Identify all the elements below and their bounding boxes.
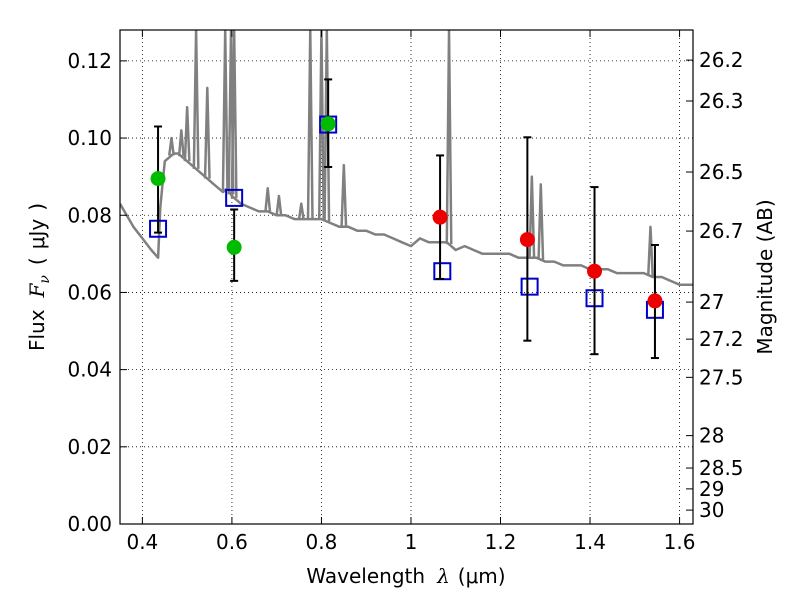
emission-line xyxy=(297,202,305,220)
y2-tick-label: 28.5 xyxy=(699,456,744,480)
y2-tick-label: 27 xyxy=(699,290,724,314)
x-axis-title: Wavelength λ (μm) xyxy=(306,564,505,588)
axes: 0.4 0.6 0.8 1 1.2 1.4 1.6 0.00 0.02 0.04 0.06 0.08 0… xyxy=(67,30,744,554)
y-tick-label: 0.10 xyxy=(67,126,112,150)
y-tick-label: 0.02 xyxy=(67,435,112,459)
observed-flux-point xyxy=(150,171,166,187)
observed-flux-point xyxy=(519,232,535,248)
x-tick-label: 0.6 xyxy=(216,530,248,554)
y2-tick-label: 26.7 xyxy=(699,219,744,243)
y-tick-label: 0.04 xyxy=(67,358,112,382)
emission-line xyxy=(177,129,185,157)
emission-line xyxy=(317,30,325,220)
model-flux-square xyxy=(433,262,452,281)
emission-line xyxy=(230,30,238,198)
y-tick-label: 0.06 xyxy=(67,280,112,304)
emission-line xyxy=(528,175,536,258)
emission-line xyxy=(192,30,200,169)
x-tick-label: 1.6 xyxy=(664,530,696,554)
observed-flux-point xyxy=(647,293,663,309)
emission-line xyxy=(340,163,348,227)
y2-tick-label: 26.3 xyxy=(699,89,744,113)
plot-frame xyxy=(119,29,694,525)
emission-line xyxy=(306,30,314,220)
emission-line xyxy=(168,136,175,156)
y-tick-label: 0.12 xyxy=(67,49,112,73)
x-tick-label: 1 xyxy=(405,530,418,554)
y2-tick-label: 30 xyxy=(699,498,724,522)
emission-line xyxy=(445,30,453,245)
emission-line xyxy=(203,86,211,179)
y2-tick-label: 27.2 xyxy=(699,327,744,351)
y2-axis-title: Magnitude (AB) xyxy=(753,199,777,354)
y2-tick-label: 28 xyxy=(699,424,724,448)
x-tick-label: 0.4 xyxy=(126,530,158,554)
y2-tick-label: 26.5 xyxy=(699,160,744,184)
model-flux-square xyxy=(520,277,539,296)
x-tick-label: 1.2 xyxy=(485,530,517,554)
emission-line xyxy=(221,30,229,191)
observed-flux-point xyxy=(320,116,336,132)
emission-line xyxy=(275,194,283,216)
observed-flux-point xyxy=(432,209,448,225)
emission-line xyxy=(264,186,272,212)
x-tick-label: 1.4 xyxy=(574,530,606,554)
emission-line xyxy=(646,225,654,277)
emission-line xyxy=(183,105,191,162)
y-axis-title: FluxFν(μJy) xyxy=(25,203,53,351)
y-tick-label: 0.08 xyxy=(67,203,112,227)
observed-flux-point xyxy=(226,239,242,255)
model-flux-square xyxy=(225,188,244,207)
y2-tick-label: 27.5 xyxy=(699,365,744,389)
y2-tick-label: 29 xyxy=(699,477,724,501)
y-tick-label: 0.00 xyxy=(67,512,112,536)
y2-tick-label: 26.2 xyxy=(699,48,744,72)
observed-flux-point xyxy=(587,263,603,279)
plot-area xyxy=(120,30,693,360)
x-tick-label: 0.8 xyxy=(306,530,338,554)
emission-line xyxy=(537,183,545,260)
